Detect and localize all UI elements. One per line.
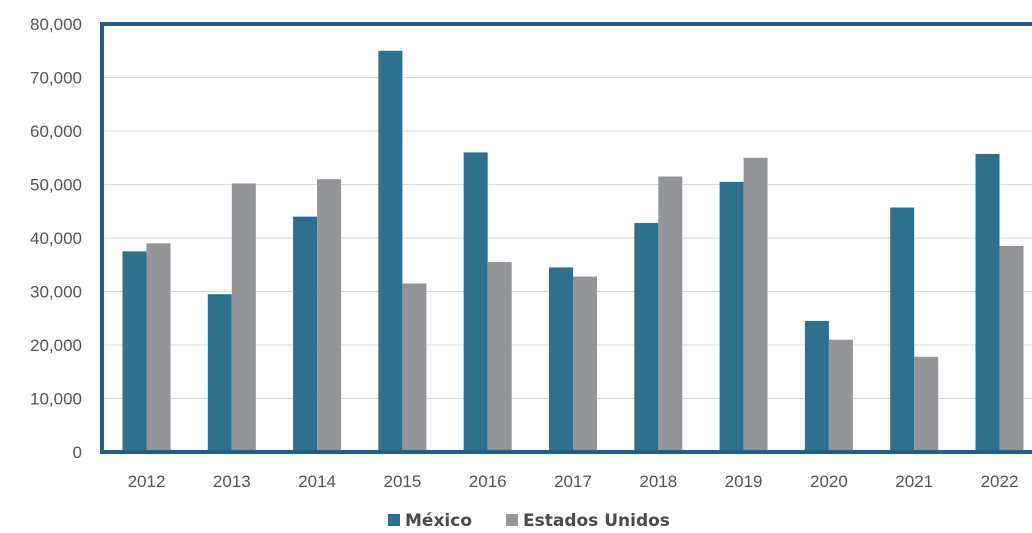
bar-mexico <box>207 294 232 452</box>
legend-label: Estados Unidos <box>523 511 670 531</box>
bar-estados-unidos <box>573 276 597 452</box>
legend: México Estados Unidos <box>388 511 670 531</box>
legend-label: México <box>405 511 472 531</box>
legend-swatch <box>388 514 400 526</box>
y-tick-label: 0 <box>73 443 82 462</box>
bar-mexico <box>549 267 573 452</box>
y-tick-label: 30,000 <box>30 283 82 302</box>
bar-estados-unidos <box>658 176 683 452</box>
x-tick-label: 2022 <box>981 472 1019 491</box>
y-axis-tick-labels: 0 10,000 20,000 30,000 40,000 50,000 60,000 70,… <box>30 15 82 462</box>
bar-mexico <box>634 223 659 452</box>
x-tick-label: 2018 <box>639 472 677 491</box>
x-tick-label: 2012 <box>128 472 166 491</box>
x-axis-tick-labels: 2012 2013 2014 2015 2016 2017 2018 2019 2020 2021… <box>128 472 1019 491</box>
bar-estados-unidos <box>317 179 342 452</box>
y-tick-label: 10,000 <box>30 390 82 409</box>
legend-swatch <box>506 514 518 526</box>
y-tick-label: 80,000 <box>30 15 82 34</box>
bar-mexico <box>463 152 488 452</box>
bar-estados-unidos <box>402 283 427 452</box>
x-tick-label: 2016 <box>469 472 507 491</box>
bar-mexico <box>975 154 1000 452</box>
y-tick-label: 60,000 <box>30 122 82 141</box>
x-tick-label: 2013 <box>213 472 251 491</box>
x-tick-label: 2017 <box>554 472 592 491</box>
x-tick-label: 2020 <box>810 472 848 491</box>
y-tick-label: 40,000 <box>30 229 82 248</box>
bar-estados-unidos <box>999 246 1024 452</box>
y-tick-label: 20,000 <box>30 336 82 355</box>
bars <box>122 50 1024 452</box>
y-tick-label: 50,000 <box>30 176 82 195</box>
x-tick-label: 2015 <box>383 472 421 491</box>
bar-estados-unidos <box>487 262 512 452</box>
bar-estados-unidos <box>146 243 171 452</box>
bar-mexico <box>719 181 744 452</box>
x-tick-label: 2014 <box>298 472 336 491</box>
bar-mexico <box>293 216 318 452</box>
bar-estados-unidos <box>828 339 853 452</box>
x-tick-label: 2021 <box>895 472 933 491</box>
bar-estados-unidos <box>231 183 256 452</box>
bar-mexico <box>804 320 829 452</box>
bar-mexico <box>890 207 915 452</box>
bar-estados-unidos <box>743 157 768 452</box>
bar-mexico <box>378 50 403 452</box>
plot-frame <box>100 22 1032 454</box>
x-tick-label: 2019 <box>725 472 763 491</box>
y-tick-label: 70,000 <box>30 69 82 88</box>
bar-estados-unidos <box>914 356 939 452</box>
bar-mexico <box>122 251 147 452</box>
